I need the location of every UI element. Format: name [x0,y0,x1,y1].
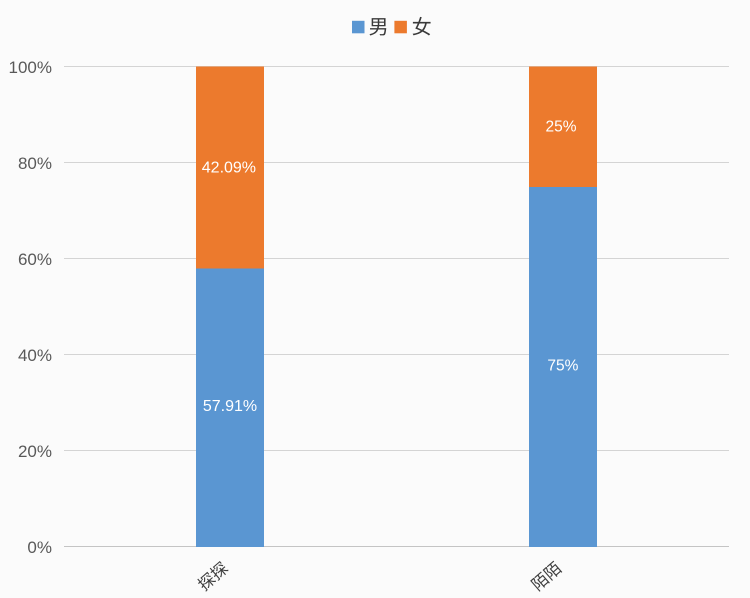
svg-text:42.09%: 42.09% [202,160,256,177]
svg-text:25%: 25% [545,118,576,135]
svg-text:80%: 80% [18,154,52,173]
svg-text:0%: 0% [27,538,52,557]
svg-text:100%: 100% [9,58,52,77]
svg-text:57.91%: 57.91% [203,398,257,415]
svg-text:60%: 60% [18,250,52,269]
svg-text:40%: 40% [18,346,52,365]
svg-text:75%: 75% [547,358,578,375]
svg-text:20%: 20% [18,442,52,461]
